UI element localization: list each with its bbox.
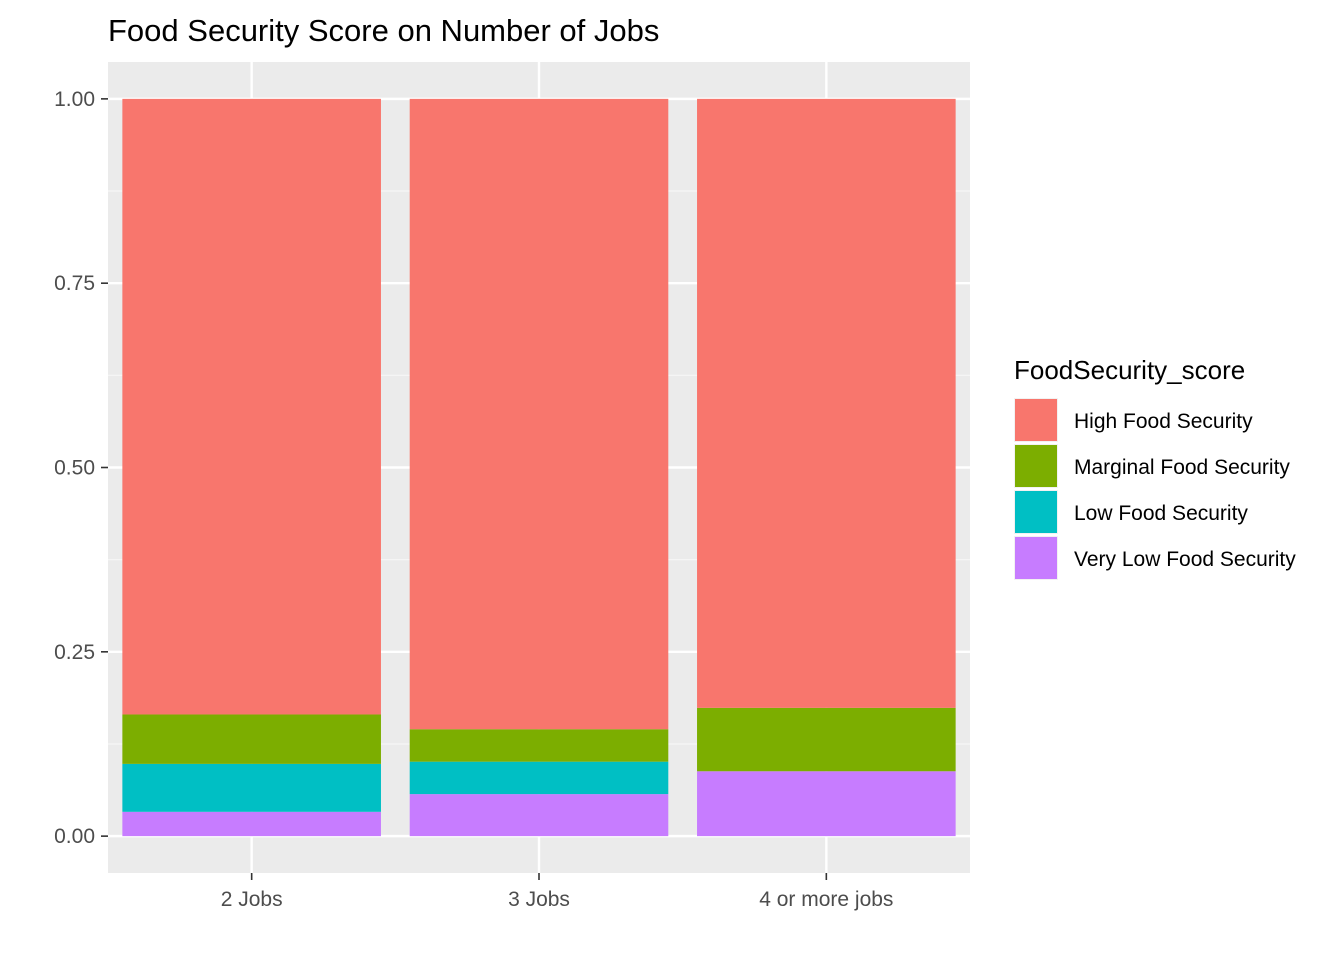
x-tick-label: 4 or more jobs	[759, 888, 893, 911]
bars	[122, 98, 956, 837]
axes: 0.00 0.25 0.50 0.75 1.00 2 Jobs 3 Jobs 4 or mor…	[54, 88, 893, 911]
y-tick-label: 0.25	[54, 641, 95, 664]
legend-entry-label: High Food Security	[1074, 410, 1253, 433]
bar-segment-high-food-security	[409, 98, 669, 730]
bar-segment-low-food-security	[409, 761, 669, 795]
bar-segment-marginal-food-security	[697, 707, 956, 772]
bar-segment-marginal-food-security	[122, 714, 381, 764]
legend: FoodSecurity_score High Food Security Mar…	[1014, 355, 1296, 580]
legend-entry-label: Low Food Security	[1074, 502, 1248, 525]
y-tick-label: 0.75	[54, 272, 95, 295]
bar-segment-very-low-food-security	[697, 771, 956, 837]
x-tick-label: 3 Jobs	[508, 888, 570, 911]
y-tick-label: 0.50	[54, 457, 95, 480]
bar-segment-low-food-security	[122, 763, 381, 812]
legend-key-swatch	[1015, 491, 1057, 533]
bar-segment-very-low-food-security	[409, 794, 669, 837]
chart-title: Food Security Score on Number of Jobs	[108, 13, 659, 48]
y-tick-label: 1.00	[54, 88, 95, 111]
legend-entry-label: Marginal Food Security	[1074, 456, 1290, 479]
x-tick-label: 2 Jobs	[221, 888, 283, 911]
bar-segment-very-low-food-security	[122, 811, 381, 837]
legend-key-swatch	[1015, 445, 1057, 487]
y-tick-label: 0.00	[54, 825, 95, 848]
bar-segment-marginal-food-security	[409, 729, 669, 762]
bar-segment-high-food-security	[697, 98, 956, 708]
legend-key-swatch	[1015, 399, 1057, 441]
legend-title: FoodSecurity_score	[1014, 355, 1245, 385]
legend-key-swatch	[1015, 537, 1057, 579]
bar-segment-high-food-security	[122, 98, 381, 715]
legend-entry-label: Very Low Food Security	[1074, 548, 1296, 571]
